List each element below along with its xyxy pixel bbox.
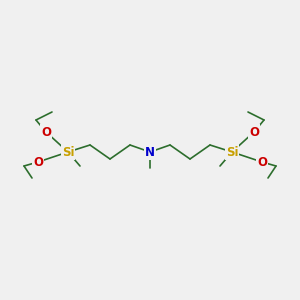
Text: N: N — [145, 146, 155, 158]
Text: Si: Si — [226, 146, 238, 158]
Text: O: O — [257, 155, 267, 169]
Text: O: O — [41, 125, 51, 139]
Text: Si: Si — [62, 146, 74, 158]
Text: O: O — [249, 125, 259, 139]
Text: O: O — [33, 155, 43, 169]
